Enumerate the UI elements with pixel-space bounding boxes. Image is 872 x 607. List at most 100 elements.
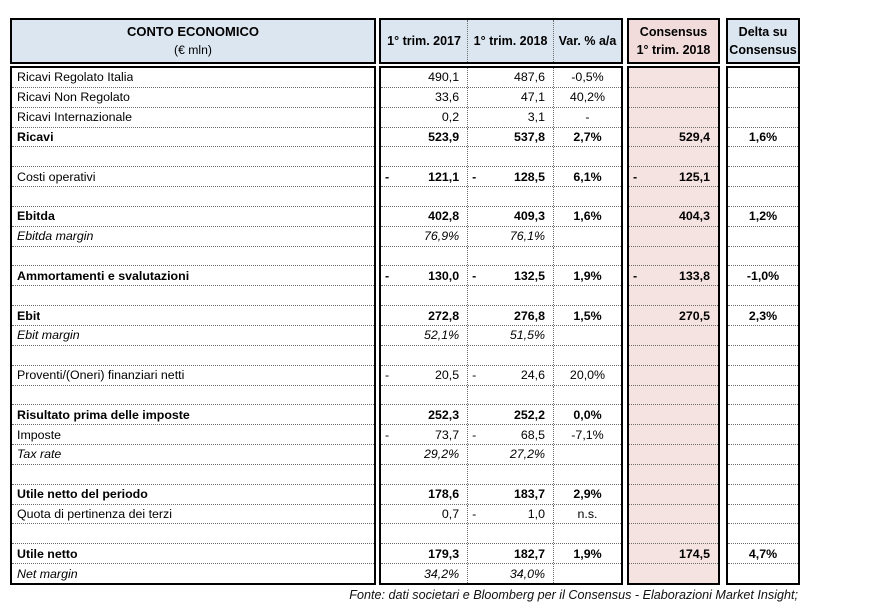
consensus-values-column: 529,4 -125,1 404,3 -133,8 270,5 174,5 [627,66,720,585]
cell-q1-2017: 178,6 [381,484,469,504]
table-title-header: CONTO ECONOMICO (€ mln) [10,18,376,64]
column-header-var-pct: Var. % a/a [558,33,617,48]
row-consensus [629,247,718,267]
cell-consensus [629,465,718,484]
cell-q1-2017: -20,5 [381,365,469,385]
row-values [381,286,621,307]
row-values: -73,7-68,5 -7,1% [381,425,621,446]
row-label-text: Ricavi [17,129,54,144]
cell-var-pct [554,247,621,266]
row-label: Ebitda [12,207,374,227]
cell-delta [728,405,798,424]
row-delta [728,425,798,446]
cell-delta [728,386,798,405]
table-unit-label: (€ mln) [174,42,212,57]
cell-consensus [629,286,718,305]
row-label-text: Ricavi Regolato Italia [17,70,134,85]
row-consensus [629,445,718,465]
delta-header-line1: Delta su [738,24,788,39]
row-label-text: Ebitda [17,209,55,224]
row-label-text: Net margin [17,566,78,581]
row-consensus [629,564,718,583]
cell-consensus [629,346,718,365]
row-values: -121,1-128,5 6,1% [381,167,621,188]
row-delta: 2,3% [728,306,798,326]
cell-var-pct: 20,0% [569,368,606,383]
cell-q1-2017: 272,8 [381,306,469,325]
row-label: Tax rate [12,445,374,465]
cell-var-pct [554,346,621,365]
cell-q1-2018: 183,7 [468,484,555,504]
row-values: 34,2% 34,0% [381,564,621,583]
cell-var-pct [554,286,621,305]
row-delta [728,564,798,583]
row-label-text: Ebitda margin [17,229,94,244]
row-delta [728,485,798,505]
cell-consensus: -125,1 [633,169,710,184]
spacer-row [12,465,374,485]
cell-q1-2018: -132,5 [468,266,555,286]
cell-var-pct [554,445,621,464]
row-consensus: -125,1 [629,167,718,188]
cell-delta: 1,6% [748,129,778,144]
row-values: 76,9% 76,1% [381,226,621,247]
cell-consensus [629,564,718,583]
cell-q1-2018: 47,1 [468,87,555,107]
consensus-header-line2: 1° trim. 2018 [636,43,711,57]
row-delta [728,286,798,307]
cell-consensus [629,187,718,206]
cell-consensus [629,386,718,405]
cell-consensus [629,108,718,127]
cell-q1-2018: 537,8 [468,127,555,147]
cell-q1-2017 [381,286,469,306]
row-label: Net margin [12,564,374,583]
row-label-text: Quota di pertinenza dei terzi [17,506,172,521]
cell-consensus [629,524,718,543]
cell-delta [728,147,798,166]
cell-q1-2018: 27,2% [468,445,555,464]
row-delta [728,346,798,366]
cell-q1-2017 [381,187,469,206]
spacer-row [12,286,374,307]
row-delta [728,147,798,168]
cell-delta [728,286,798,305]
cell-delta [728,485,798,504]
cell-var-pct [554,386,621,405]
row-delta [728,445,798,465]
row-label: Proventi/(Oneri) finanziari netti [12,366,374,386]
spacer-row [12,147,374,168]
row-values: -20,5-24,6 20,0% [381,365,621,386]
cell-var-pct: 2,7% [573,129,602,144]
spacer-row [12,386,374,406]
footer-source: Fonte: dati societari e Bloomberg per il… [349,588,798,602]
cell-var-pct [554,564,621,583]
row-delta [728,88,798,108]
row-delta [728,505,798,525]
row-values: 178,6 183,7 2,9% [381,484,621,505]
cell-q1-2018: -128,5 [468,167,555,187]
row-label: Ricavi Regolato Italia [12,68,374,88]
cell-consensus [629,366,718,385]
row-delta [728,524,798,545]
row-values [381,147,621,168]
row-label-text: Utile netto [17,546,78,561]
row-consensus [629,505,718,525]
row-values: 252,3 252,2 0,0% [381,405,621,426]
cell-var-pct: -0,5% [571,70,604,85]
cell-delta [728,505,798,524]
cell-delta [728,227,798,246]
cell-delta: 2,3% [748,308,778,323]
row-delta [728,187,798,207]
row-label: Imposte [12,425,374,446]
cell-q1-2017 [381,345,469,365]
row-values: 0,2 3,1 - [381,107,621,128]
row-label: Costi operativi [12,167,374,188]
row-label: Utile netto [12,544,374,565]
row-values [381,385,621,406]
delta-values-column: 1,6% 1,2% -1,0% 2,3% 4,7% [726,66,800,585]
row-consensus [629,346,718,366]
cell-consensus: 174,5 [678,546,710,561]
cell-q1-2018 [468,464,555,484]
row-label: Ebit [12,306,374,326]
row-values [381,464,621,485]
